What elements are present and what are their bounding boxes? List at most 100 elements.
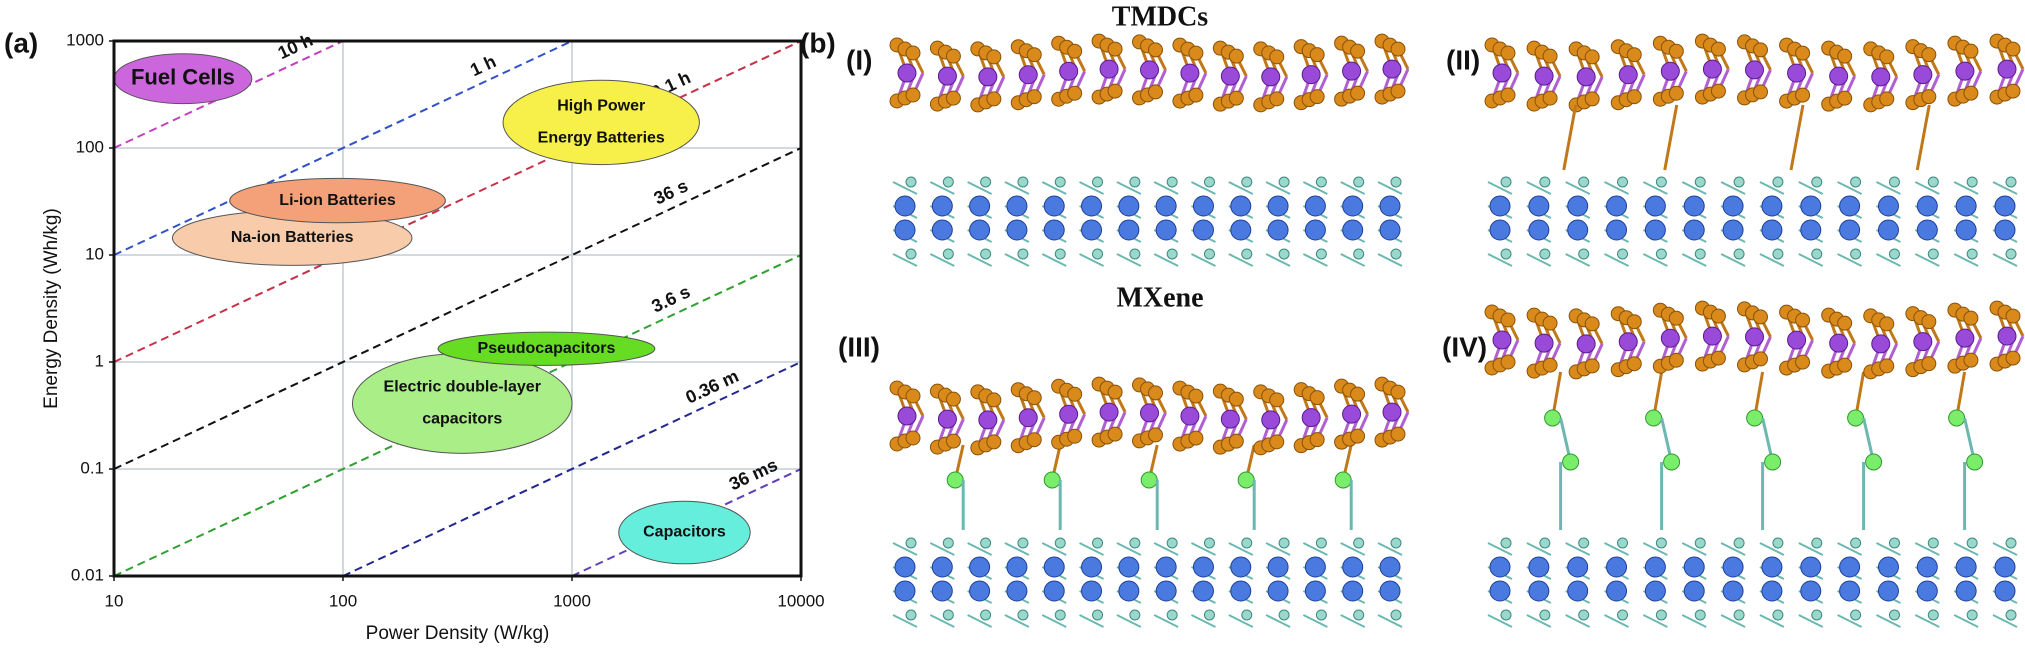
x-tick-label: 1000 (553, 591, 591, 610)
atom-ti (1006, 580, 1028, 602)
atom-s (986, 49, 1002, 65)
bond (1565, 542, 1591, 556)
bond (892, 181, 918, 195)
region-label: Fuel Cells (131, 64, 235, 89)
atom-ti (931, 219, 953, 241)
atom-c (1539, 176, 1551, 188)
bond (1876, 542, 1901, 556)
atom-ti (1528, 195, 1550, 217)
atom-c (1927, 537, 1939, 549)
atom-c (1772, 176, 1784, 188)
atom-s (1026, 390, 1042, 406)
atom-c (1694, 176, 1706, 188)
atom-ti (931, 556, 953, 578)
atom-s (1542, 90, 1558, 106)
structures (889, 33, 2025, 628)
atom-c (2005, 248, 2017, 260)
atom-m (1618, 332, 1638, 352)
atom-ti (1722, 195, 1744, 217)
atom-s (1107, 83, 1123, 99)
atom-c (1092, 609, 1104, 621)
atom-s (1148, 427, 1163, 443)
atom-m (1261, 410, 1281, 430)
atom-ti (1267, 556, 1289, 578)
bond (1914, 614, 1940, 628)
atom-s (1269, 49, 1285, 65)
plot-frame (112, 39, 803, 578)
atom-c (942, 609, 954, 621)
region-label: Na-ion Batteries (231, 229, 354, 246)
atom-c (942, 176, 954, 188)
region-label: Energy Batteries (538, 130, 665, 147)
atom-c (980, 537, 992, 549)
atom-ti (1379, 556, 1401, 578)
bond (1228, 614, 1254, 628)
atom-m (1534, 66, 1554, 86)
atom-c (1390, 537, 1402, 549)
atom-c (1655, 609, 1667, 621)
atom-ti (1916, 219, 1938, 241)
atom-ti (1304, 195, 1326, 217)
atom-ti (1916, 580, 1938, 602)
atom-c (980, 176, 992, 188)
bond (1789, 104, 1805, 171)
atom-s (1067, 85, 1083, 101)
atom-c (1578, 248, 1590, 260)
atom-m (1576, 334, 1596, 354)
bond (1079, 614, 1104, 628)
atom-c (1017, 609, 1029, 621)
atom-s (1963, 352, 1979, 368)
bond (1642, 181, 1668, 195)
bond (1004, 542, 1030, 556)
atom-c (1811, 609, 1823, 621)
bond (1759, 181, 1785, 195)
atom-s (1542, 48, 1558, 64)
bond (1004, 614, 1030, 628)
bond (1340, 181, 1366, 195)
bond (1377, 614, 1403, 628)
bond (1798, 542, 1824, 556)
atom-ti (1118, 195, 1140, 217)
atom-c (942, 248, 954, 260)
bond (1004, 181, 1030, 195)
bond (1487, 253, 1513, 267)
bond (1759, 614, 1785, 628)
atom-s (1228, 433, 1244, 449)
atom-ti (1800, 195, 1822, 217)
atom-s (1542, 315, 1558, 331)
atom-c (1733, 609, 1745, 621)
atom-s (1795, 45, 1811, 61)
atom-c (1927, 609, 1939, 621)
atom-c (942, 537, 954, 549)
atom-s (1879, 91, 1895, 107)
atom-c (1390, 176, 1402, 188)
structure-label: (I) (846, 44, 872, 75)
atom-c (2005, 609, 2017, 621)
bond (1116, 542, 1142, 556)
atom-c (1500, 176, 1512, 188)
atom-c (1241, 248, 1253, 260)
atom-c (1203, 537, 1215, 549)
atom-s (1500, 312, 1516, 328)
atom-m (1787, 330, 1807, 350)
atom-s (1026, 89, 1042, 105)
bond (1953, 542, 1979, 556)
atom-ti (1155, 580, 1177, 602)
bond (1041, 614, 1067, 628)
atom-ti (1839, 556, 1861, 578)
atom-ti (969, 195, 991, 217)
atom-ti (1567, 195, 1589, 217)
atom-s (1390, 41, 1406, 57)
atom-c (1017, 176, 1029, 188)
atom-c (1655, 537, 1667, 549)
atom-m (1913, 332, 1933, 352)
atom-c (1054, 609, 1066, 621)
atom-ti (1800, 219, 1822, 241)
bond (1642, 542, 1668, 556)
atom-ti (1489, 580, 1511, 602)
ragone-line (113, 40, 802, 363)
atom-ti (1006, 556, 1028, 578)
atom-s (1753, 42, 1768, 58)
atom-ti (969, 580, 991, 602)
bond (1116, 253, 1142, 267)
